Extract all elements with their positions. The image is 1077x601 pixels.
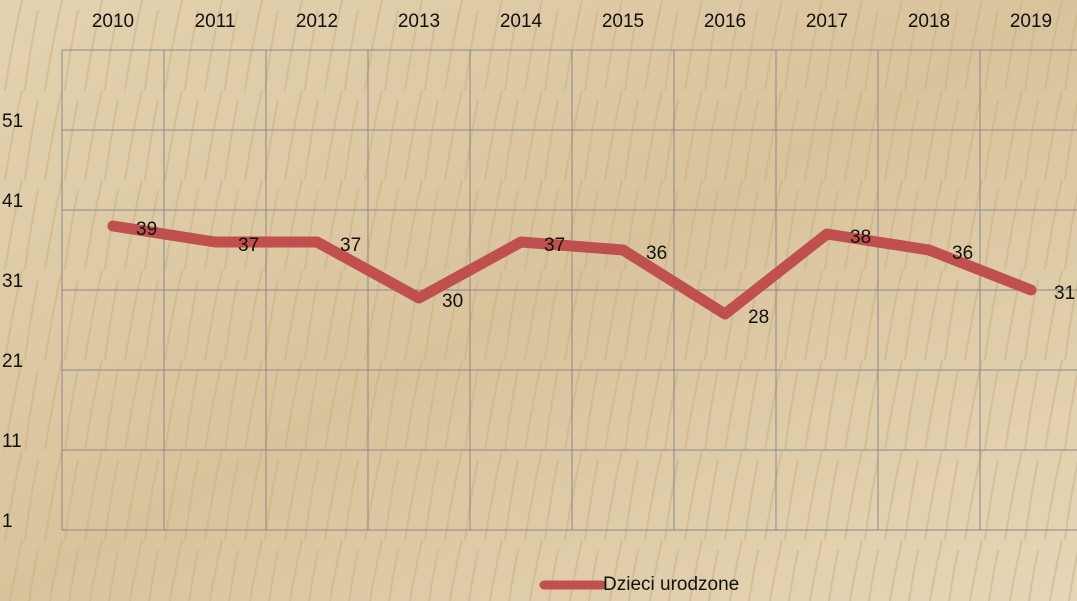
y-tick-label: 11 bbox=[2, 431, 22, 452]
data-label: 37 bbox=[238, 235, 259, 256]
data-label: 30 bbox=[442, 291, 463, 312]
y-tick-label: 31 bbox=[2, 271, 23, 292]
x-tick-label: 2015 bbox=[602, 11, 644, 32]
y-tick-label: 1 bbox=[2, 511, 13, 532]
x-tick-label: 2013 bbox=[398, 11, 440, 32]
x-tick-label: 2017 bbox=[806, 11, 848, 32]
data-label: 38 bbox=[850, 227, 871, 248]
data-label: 28 bbox=[748, 307, 769, 328]
data-label: 36 bbox=[646, 243, 667, 264]
data-label: 37 bbox=[340, 235, 361, 256]
x-tick-label: 2010 bbox=[92, 11, 134, 32]
data-label: 37 bbox=[544, 235, 565, 256]
y-tick-label: 51 bbox=[2, 111, 23, 132]
x-tick-label: 2019 bbox=[1010, 11, 1052, 32]
legend-label: Dzieci urodzone bbox=[603, 574, 739, 595]
x-tick-label: 2016 bbox=[704, 11, 746, 32]
data-label: 31 bbox=[1054, 283, 1075, 304]
x-tick-label: 2014 bbox=[500, 11, 543, 32]
series-line bbox=[107, 220, 1037, 320]
data-label: 39 bbox=[136, 219, 157, 240]
data-label: 36 bbox=[952, 243, 973, 264]
x-tick-label: 2012 bbox=[296, 11, 338, 32]
x-tick-label: 2018 bbox=[908, 11, 950, 32]
y-tick-label: 41 bbox=[2, 191, 23, 212]
x-tick-label: 2011 bbox=[195, 11, 236, 32]
y-tick-label: 21 bbox=[2, 351, 23, 372]
